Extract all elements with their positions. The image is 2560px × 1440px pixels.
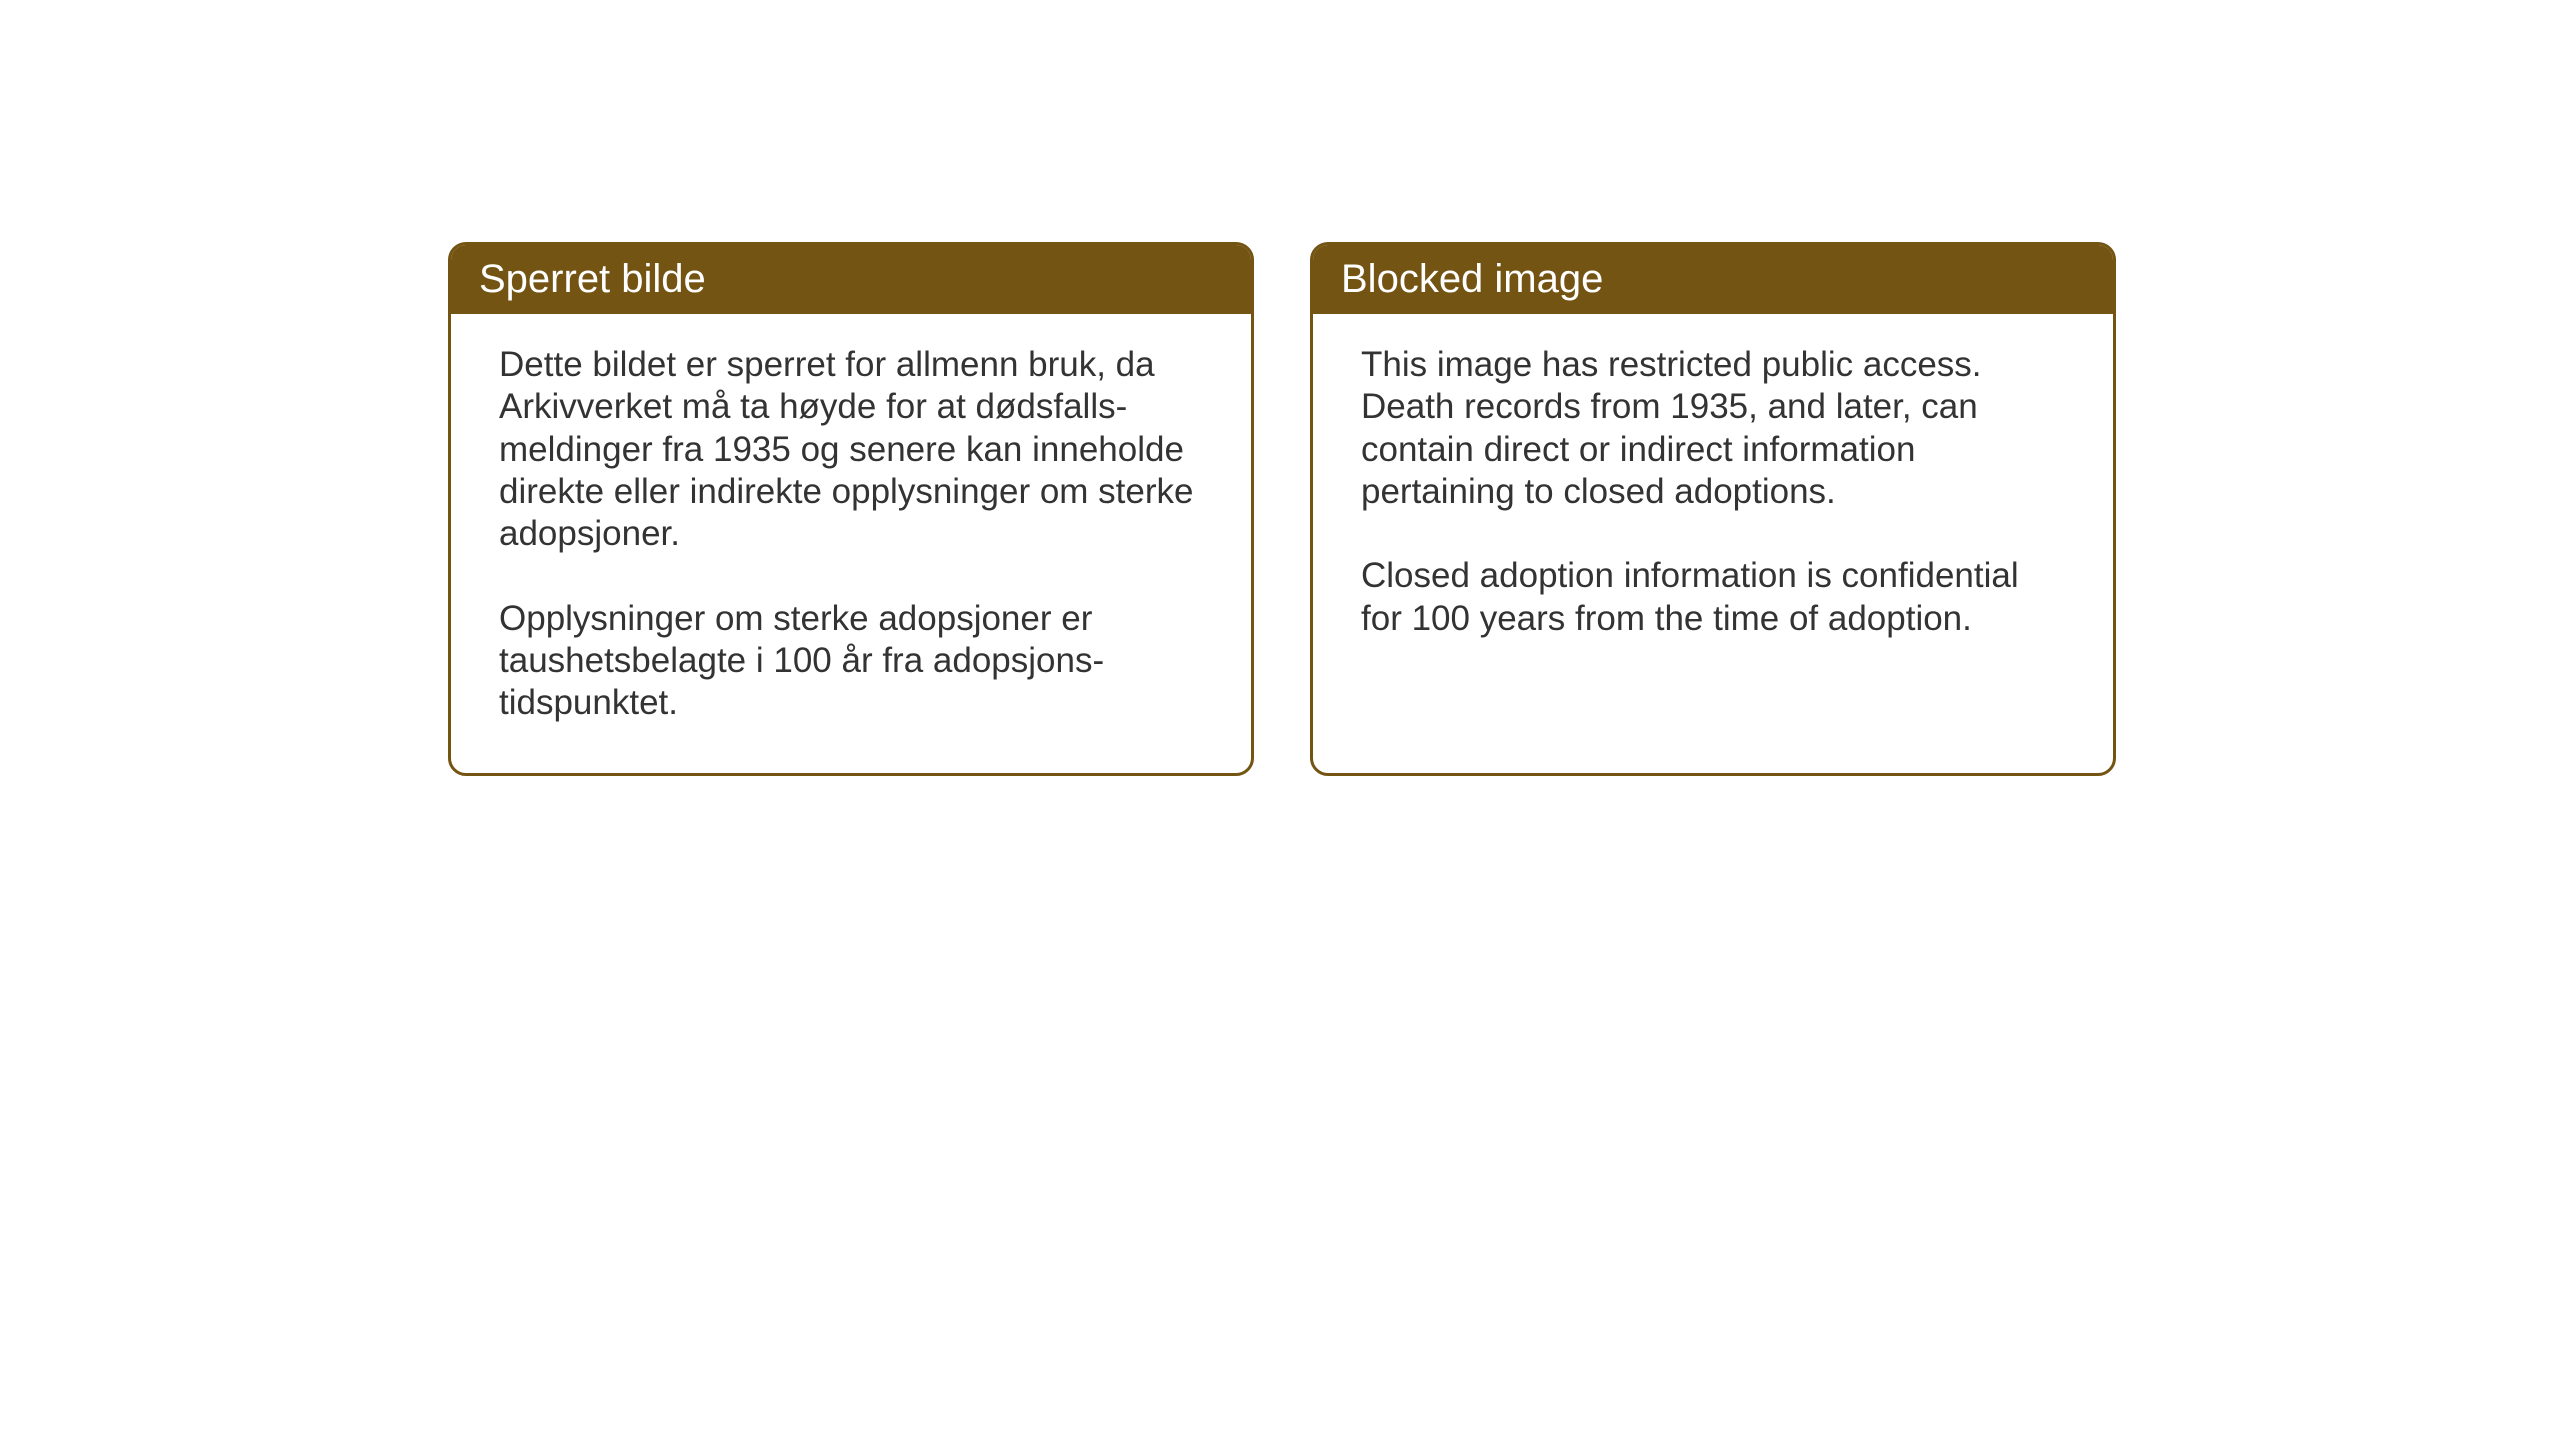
- card-paragraph-2-english: Closed adoption information is confident…: [1361, 555, 2065, 640]
- card-title-english: Blocked image: [1341, 257, 1603, 301]
- card-header-norwegian: Sperret bilde: [451, 245, 1251, 314]
- card-paragraph-2-norwegian: Opplysninger om sterke adopsjoner er tau…: [499, 598, 1203, 725]
- card-paragraph-1-norwegian: Dette bildet er sperret for allmenn bruk…: [499, 344, 1203, 556]
- card-paragraph-1-english: This image has restricted public access.…: [1361, 344, 2065, 513]
- card-title-norwegian: Sperret bilde: [479, 257, 706, 301]
- card-header-english: Blocked image: [1313, 245, 2113, 314]
- cards-container: Sperret bilde Dette bildet er sperret fo…: [448, 242, 2116, 776]
- card-body-english: This image has restricted public access.…: [1313, 314, 2113, 688]
- card-body-norwegian: Dette bildet er sperret for allmenn bruk…: [451, 314, 1251, 773]
- card-norwegian: Sperret bilde Dette bildet er sperret fo…: [448, 242, 1254, 776]
- card-english: Blocked image This image has restricted …: [1310, 242, 2116, 776]
